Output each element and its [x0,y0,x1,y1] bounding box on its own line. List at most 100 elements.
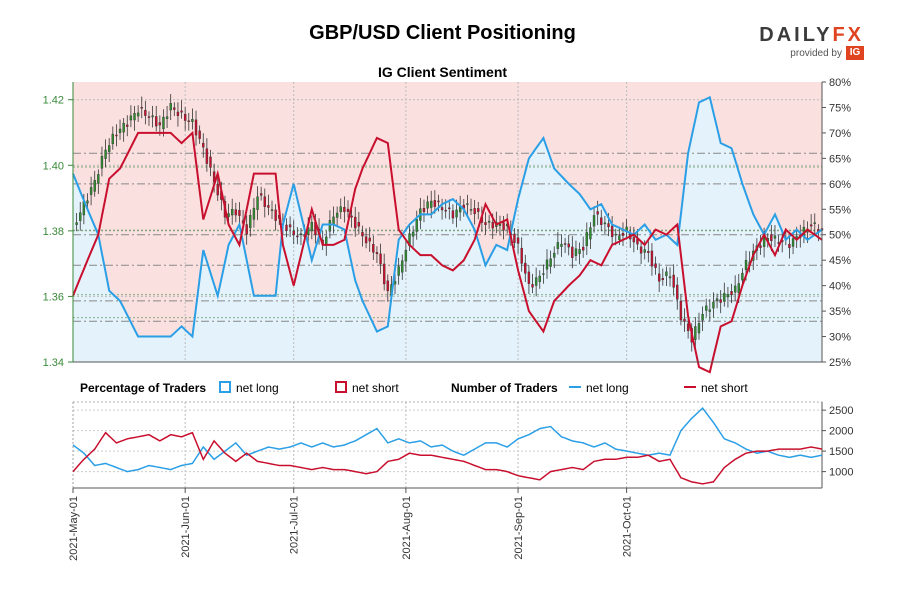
candle-body-165 [668,276,672,279]
candle-body-204 [809,224,813,227]
candle-body-5 [89,187,93,195]
candle-body-99 [430,200,433,208]
candle-body-143 [589,227,592,240]
right-tick-label-3: 65% [829,153,851,165]
candle-body-180 [723,293,726,302]
candle-body-106 [455,209,458,218]
left-tick-label-3: 1.36 [43,291,64,303]
legend-pct-short-swatch [335,381,347,393]
candle-body-70 [325,236,328,246]
candle-body-132 [549,258,552,267]
candle-body-160 [650,250,654,267]
candle-body-199 [791,238,795,247]
candle-body-56 [274,209,277,221]
candle-body-167 [676,284,679,300]
candle-body-51 [256,196,259,210]
candle-body-14 [122,122,125,133]
candle-body-11 [111,133,114,145]
x-tick-label-5: 2021-Oct-01 [622,496,634,557]
x-axis: 2021-May-01 2021-Jun-01 2021-Jul-01 2021-Au… [68,487,822,561]
right-tick-label-8: 40% [829,281,851,293]
candle-body-46 [238,209,241,216]
candle-body-172 [694,326,697,340]
candle-body-52 [259,193,263,196]
candle-body-131 [545,259,549,270]
candle-body-182 [730,291,733,296]
candle-body-157 [639,246,643,254]
candle-body-147 [603,222,607,225]
candle-body-92 [404,249,408,262]
dailyfx-logo: DAILYFX provided by IG [740,22,870,64]
candle-body-30 [180,110,183,113]
candle-body-17 [133,113,136,121]
candle-body-50 [252,207,256,220]
candle-body-8 [100,156,104,169]
candle-body-48 [245,224,248,235]
candle-body-168 [679,300,683,321]
candle-body-175 [705,305,708,311]
right-tick-label-9: 35% [829,306,851,318]
x-tick-label-3: 2021-Aug-01 [401,496,413,560]
candle-body-4 [86,200,89,204]
candle-body-49 [249,215,252,229]
right-tick-label-11: 25% [829,357,851,369]
candle-body-178 [715,298,719,301]
candle-body-29 [176,111,180,116]
legend-pct-long-swatch [219,381,231,393]
candle-body-118 [498,223,502,226]
candle-body-104 [448,207,451,210]
candle-body-54 [267,205,270,208]
candle-body-142 [585,232,588,247]
chart-subtitle: IG Client Sentiment [377,64,508,80]
candle-body-40 [216,184,219,196]
candle-body-43 [227,213,230,217]
candle-body-19 [140,107,143,109]
candle-body-91 [401,260,404,273]
candle-body-114 [484,222,487,225]
logo-provided-by: provided by [790,48,842,59]
candle-body-34 [194,119,198,136]
right-tick-label-10: 30% [829,332,851,344]
candle-body-190 [759,245,762,248]
candle-body-139 [574,248,578,256]
candle-body-27 [169,103,172,111]
candle-body-2 [79,212,82,221]
candle-body-37 [205,148,209,164]
candle-body-28 [173,107,176,110]
candle-body-22 [151,115,154,118]
candle-body-100 [433,200,437,207]
candle-body-186 [744,260,748,270]
candle-body-122 [513,233,516,244]
candle-body-32 [187,120,190,122]
candle-body-13 [118,128,122,134]
traders-tick-label-2: 1500 [829,446,853,458]
legend-num-long-label: net long [586,381,629,395]
candle-body-141 [581,246,585,251]
candle-body-18 [136,112,140,117]
candle-body-78 [354,216,357,229]
left-tick-label-0: 1.42 [43,95,64,107]
candle-body-130 [542,273,545,275]
candle-body-163 [661,278,664,281]
candle-body-140 [578,249,581,254]
candle-body-164 [665,271,668,276]
candle-body-87 [386,280,389,292]
candle-body-205 [813,222,816,224]
candle-body-21 [147,116,151,118]
candle-body-72 [332,216,335,225]
candle-body-115 [487,220,491,223]
candle-body-81 [364,236,368,244]
candle-body-133 [553,252,556,258]
candle-body-149 [610,225,614,238]
candle-body-103 [444,209,447,212]
candle-body-174 [701,313,704,321]
logo-word-main: DAILY [759,24,833,46]
candle-body-24 [158,122,162,126]
candle-body-75 [343,207,346,212]
candle-body-15 [126,124,129,127]
candle-body-16 [129,115,133,121]
candle-body-183 [733,285,737,293]
candle-body-176 [708,309,712,312]
traders-long-line [72,406,823,473]
